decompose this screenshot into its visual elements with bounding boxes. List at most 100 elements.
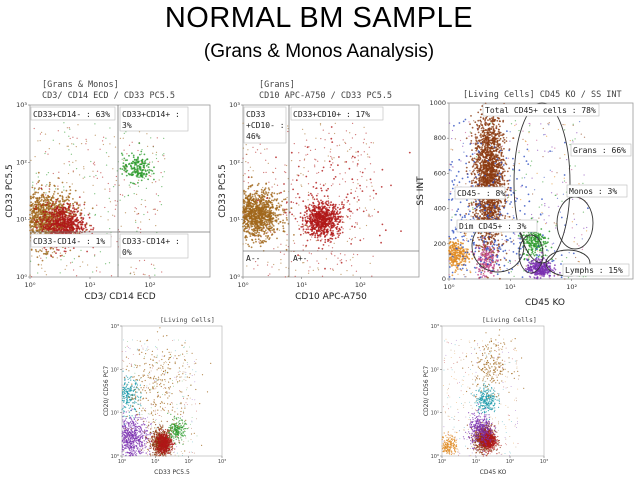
event-point bbox=[337, 215, 339, 218]
event-point bbox=[338, 144, 341, 146]
event-point bbox=[262, 241, 265, 244]
event-point bbox=[293, 142, 295, 145]
y-tick-label: 10² bbox=[16, 158, 27, 166]
event-point bbox=[44, 208, 46, 211]
event-point bbox=[321, 202, 323, 205]
event-point bbox=[32, 193, 35, 196]
event-point bbox=[463, 239, 466, 242]
event-point bbox=[260, 199, 263, 202]
event-point bbox=[507, 196, 510, 198]
event-point bbox=[37, 176, 39, 178]
event-point bbox=[551, 183, 553, 185]
event-point bbox=[52, 201, 55, 203]
event-point bbox=[551, 170, 553, 173]
event-point bbox=[306, 146, 309, 149]
event-point bbox=[478, 256, 480, 258]
event-point bbox=[339, 260, 341, 262]
event-point bbox=[306, 239, 309, 242]
event-point bbox=[307, 206, 310, 209]
event-point bbox=[276, 237, 278, 240]
event-point bbox=[74, 201, 76, 204]
event-point bbox=[30, 159, 32, 162]
event-point bbox=[147, 166, 150, 168]
event-point bbox=[50, 232, 53, 234]
event-point bbox=[247, 169, 250, 172]
y-tick-label: 10¹ bbox=[16, 216, 27, 224]
event-point bbox=[571, 221, 574, 223]
event-point bbox=[56, 229, 59, 231]
event-point bbox=[324, 183, 327, 185]
plot2-q1-label: CD33 bbox=[246, 110, 265, 119]
event-point bbox=[37, 181, 40, 184]
event-point bbox=[317, 234, 319, 237]
event-point bbox=[326, 214, 329, 217]
event-point bbox=[68, 208, 70, 211]
event-point bbox=[290, 151, 293, 154]
event-point bbox=[90, 224, 92, 227]
event-point bbox=[258, 213, 260, 215]
event-point bbox=[359, 188, 362, 190]
event-point bbox=[511, 206, 514, 209]
event-point bbox=[36, 201, 39, 203]
event-point bbox=[327, 202, 330, 204]
event-point bbox=[451, 181, 454, 183]
event-point bbox=[48, 212, 51, 215]
event-point bbox=[94, 214, 96, 216]
event-point bbox=[135, 193, 138, 196]
event-point bbox=[305, 222, 308, 225]
event-point bbox=[310, 204, 313, 207]
event-point bbox=[265, 235, 267, 237]
event-point bbox=[330, 137, 333, 140]
event-point bbox=[553, 176, 556, 178]
event-point bbox=[84, 226, 87, 229]
event-point bbox=[94, 254, 96, 256]
event-point bbox=[566, 158, 568, 161]
event-point bbox=[93, 255, 96, 257]
event-point bbox=[302, 244, 304, 246]
event-point bbox=[92, 228, 94, 231]
event-point bbox=[39, 211, 42, 213]
event-point bbox=[255, 208, 258, 211]
event-point bbox=[129, 186, 131, 188]
event-point bbox=[327, 216, 330, 219]
event-point bbox=[268, 222, 271, 225]
event-point bbox=[342, 139, 344, 141]
event-point bbox=[147, 178, 150, 181]
event-point bbox=[470, 215, 472, 217]
event-point bbox=[321, 210, 324, 213]
event-point bbox=[129, 273, 131, 275]
event-point bbox=[310, 253, 313, 255]
event-point bbox=[34, 224, 37, 227]
event-point bbox=[305, 175, 308, 178]
event-point bbox=[308, 203, 311, 206]
event-point bbox=[64, 216, 66, 218]
event-point bbox=[531, 193, 534, 195]
event-point bbox=[66, 226, 68, 229]
event-point bbox=[390, 184, 392, 187]
plot1-q2-box bbox=[119, 106, 189, 132]
plot1-area: CD33+CD14- : 63% CD33+CD14+ : 3% CD33-CD… bbox=[29, 104, 211, 278]
event-point bbox=[56, 224, 59, 227]
event-point bbox=[518, 151, 520, 154]
event-point bbox=[349, 218, 351, 220]
event-point bbox=[66, 127, 69, 129]
event-point bbox=[47, 213, 50, 216]
event-point bbox=[137, 212, 140, 215]
event-point bbox=[355, 222, 357, 224]
event-point bbox=[68, 127, 70, 129]
event-point bbox=[150, 169, 152, 172]
event-point bbox=[313, 204, 316, 207]
event-point bbox=[141, 158, 144, 161]
event-point bbox=[344, 141, 346, 144]
event-point bbox=[245, 203, 248, 206]
event-point bbox=[275, 178, 277, 180]
event-point bbox=[143, 162, 146, 165]
plot1-x-ticks: 10⁰ 10¹ 10² bbox=[25, 277, 156, 289]
event-point bbox=[254, 192, 257, 194]
event-point bbox=[248, 228, 250, 231]
event-point bbox=[243, 221, 245, 224]
event-point bbox=[331, 141, 334, 143]
event-point bbox=[131, 141, 133, 143]
event-point bbox=[287, 125, 289, 127]
event-point bbox=[322, 129, 324, 131]
